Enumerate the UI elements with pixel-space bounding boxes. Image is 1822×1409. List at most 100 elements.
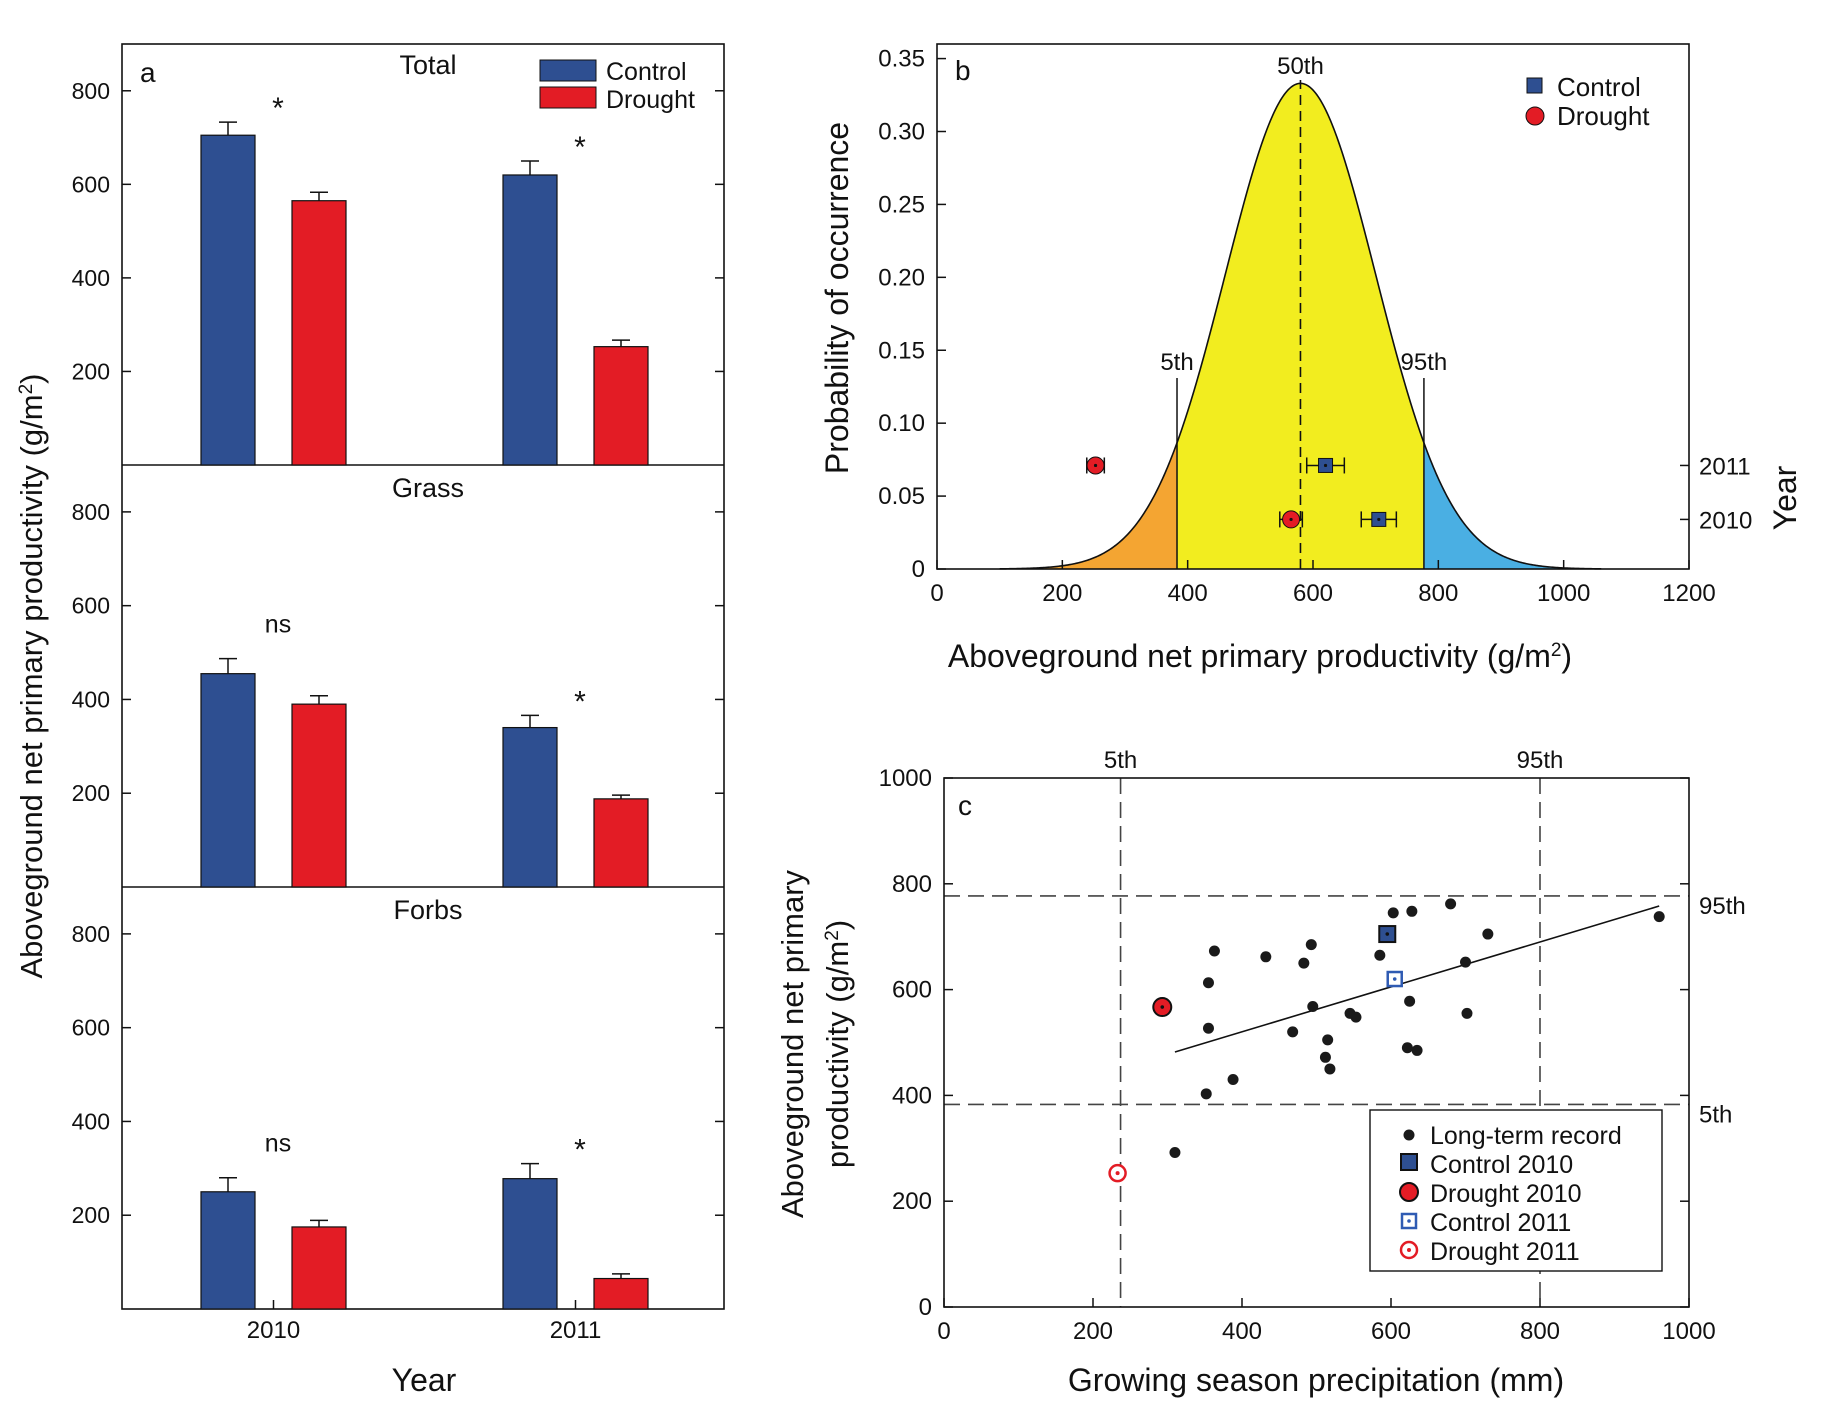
point-center-dot: [1093, 463, 1098, 468]
bar-drought: [291, 1226, 347, 1310]
panel-c-letter: c: [958, 790, 972, 821]
long-term-point: [1324, 1063, 1336, 1075]
long-term-point: [1445, 898, 1457, 910]
point-center-dot: [1289, 517, 1293, 522]
y-tick-label: 0.35: [878, 46, 925, 73]
regression-line: [1174, 905, 1660, 1053]
x-tick-label: 600: [1293, 580, 1333, 607]
x-tick-label: 200: [1073, 1318, 1113, 1345]
y-tick-label: 800: [72, 921, 110, 947]
percentile-label-y: 95th: [1699, 893, 1746, 920]
long-term-point: [1227, 1074, 1239, 1086]
long-term-point: [1305, 939, 1317, 951]
legend-label-control-2011: Control 2011: [1430, 1209, 1571, 1237]
long-term-point: [1319, 1051, 1331, 1063]
x-tick-label: 200: [1042, 580, 1082, 607]
long-term-point: [1406, 905, 1418, 917]
panel-c-x-axis-title: Growing season precipitation (mm): [1068, 1362, 1564, 1398]
legend-label-long-term-record: Long-term record: [1430, 1122, 1622, 1150]
subpanel-title: Total: [399, 50, 456, 80]
y-tick-label: 0.05: [878, 483, 925, 510]
y-tick-label: 600: [72, 593, 110, 619]
bar-drought: [291, 703, 347, 888]
significance-label: ns: [265, 1130, 291, 1158]
x-tick-label: 0: [930, 580, 943, 607]
y-tick-label: 600: [72, 171, 110, 197]
distribution-lower-tail: [1031, 442, 1178, 569]
panel-b-x-axis-title: Aboveground net primary productivity (g/…: [948, 638, 1572, 674]
significance-label: ns: [265, 611, 291, 639]
long-term-point: [1460, 956, 1471, 968]
panel-a-bar-chart: 200 400 600 800 Total * * 200 400 600 800 Grass ns * 2…: [14, 43, 725, 1398]
y-tick-label: 400: [72, 686, 110, 712]
y-tick-label: 0: [912, 556, 925, 583]
panel-b-y-axis-title: Probability of occurrence: [819, 122, 855, 474]
x-tick-label: 800: [1418, 580, 1458, 607]
percentile-label: 50th: [1277, 53, 1324, 80]
panel-b-frame: [936, 43, 1690, 570]
x-tick-label: 1000: [1662, 1318, 1715, 1345]
significance-label: *: [272, 92, 284, 125]
bar-control: [502, 174, 558, 466]
legend-label-control: Control: [1557, 72, 1641, 102]
legend-marker-long-term-record: [1403, 1129, 1415, 1141]
bar-control: [502, 1178, 558, 1310]
panel-b-plot: 5th 50th 95th 0 200 400 600 800 1000 1200 0 0.05 0.1…: [878, 46, 1752, 607]
long-term-point: [1202, 977, 1214, 989]
legend-marker-drought-2010: [1399, 1182, 1419, 1202]
long-term-point: [1287, 1026, 1299, 1038]
legend-label-drought-2010: Drought 2010: [1430, 1180, 1582, 1208]
bar-control: [200, 134, 256, 466]
y-tick-label: 200: [892, 1188, 932, 1215]
long-term-point: [1401, 1042, 1413, 1054]
long-term-point: [1482, 928, 1494, 940]
y-tick-label: 200: [72, 1202, 110, 1228]
long-term-point: [1202, 1022, 1214, 1034]
subpanel-title: Grass: [392, 473, 464, 503]
legend-marker-drought-2011-dot: [1407, 1248, 1411, 1252]
significance-label: *: [574, 685, 586, 718]
bar-control: [200, 1191, 256, 1310]
panel-b-legend: Control Drought: [1525, 72, 1650, 131]
y-tick-label: 800: [892, 871, 932, 898]
long-term-point: [1208, 945, 1220, 957]
long-term-point: [1653, 911, 1665, 923]
long-term-point: [1461, 1007, 1473, 1019]
point-center-dot: [1377, 517, 1381, 522]
y-tick-label: 200: [72, 780, 110, 806]
point-drought-2011-dot: [1115, 1171, 1120, 1176]
panel-c-plot: 5th 95th 5th 95th 0 200 400 600 800 1000 0 200 400 60…: [879, 747, 1746, 1345]
y-tick-label: 400: [892, 1082, 932, 1109]
panel-c-y-axis-title-line1: Aboveground net primary: [775, 869, 810, 1218]
legend-label-drought: Drought: [606, 86, 695, 114]
bar-drought: [593, 1277, 649, 1310]
y-tick-label: 0.10: [878, 410, 925, 437]
distribution-upper-tail: [1423, 442, 1570, 569]
panel-c-scatter-chart: 5th 95th 5th 95th 0 200 400 600 800 1000 0 200 400 60…: [775, 747, 1746, 1398]
percentile-label-y: 5th: [1699, 1101, 1732, 1128]
panel-a-frame: [121, 43, 725, 1310]
legend-swatch-control: [539, 59, 597, 82]
panel-a-x-axis-title: Year: [392, 1362, 457, 1398]
panel-a-y-axis-title: Aboveground net primary productivity (g/…: [14, 373, 49, 978]
y-tick-label: 0.15: [878, 337, 925, 364]
x-tick-label: 2010: [247, 1317, 300, 1344]
legend-label-drought-2011: Drought 2011: [1430, 1238, 1580, 1266]
percentile-label: 95th: [1401, 349, 1448, 376]
y-tick-label: 1000: [879, 765, 932, 792]
x-tick-label: 1200: [1662, 580, 1715, 607]
long-term-point: [1260, 951, 1272, 963]
bar-drought: [593, 798, 649, 888]
percentile-label-x: 5th: [1104, 747, 1137, 774]
panel-c-y-axis-title-line2: productivity (g/m2): [820, 920, 855, 1168]
long-term-point: [1374, 949, 1386, 961]
y-tick-label: 600: [892, 977, 932, 1004]
point-center-dot: [1323, 463, 1328, 468]
panel-a-plots: 200 400 600 800 Total * * 200 400 600 800 Grass ns * 2…: [72, 50, 724, 1344]
x-tick-label: 1000: [1537, 580, 1590, 607]
legend-marker-control-2010: [1400, 1153, 1418, 1171]
panel-b-distribution-chart: 5th 50th 95th 0 200 400 600 800 1000 1200 0 0.05 0.1…: [819, 43, 1803, 674]
bar-drought: [291, 200, 347, 466]
x-tick-label: 0: [937, 1318, 950, 1345]
